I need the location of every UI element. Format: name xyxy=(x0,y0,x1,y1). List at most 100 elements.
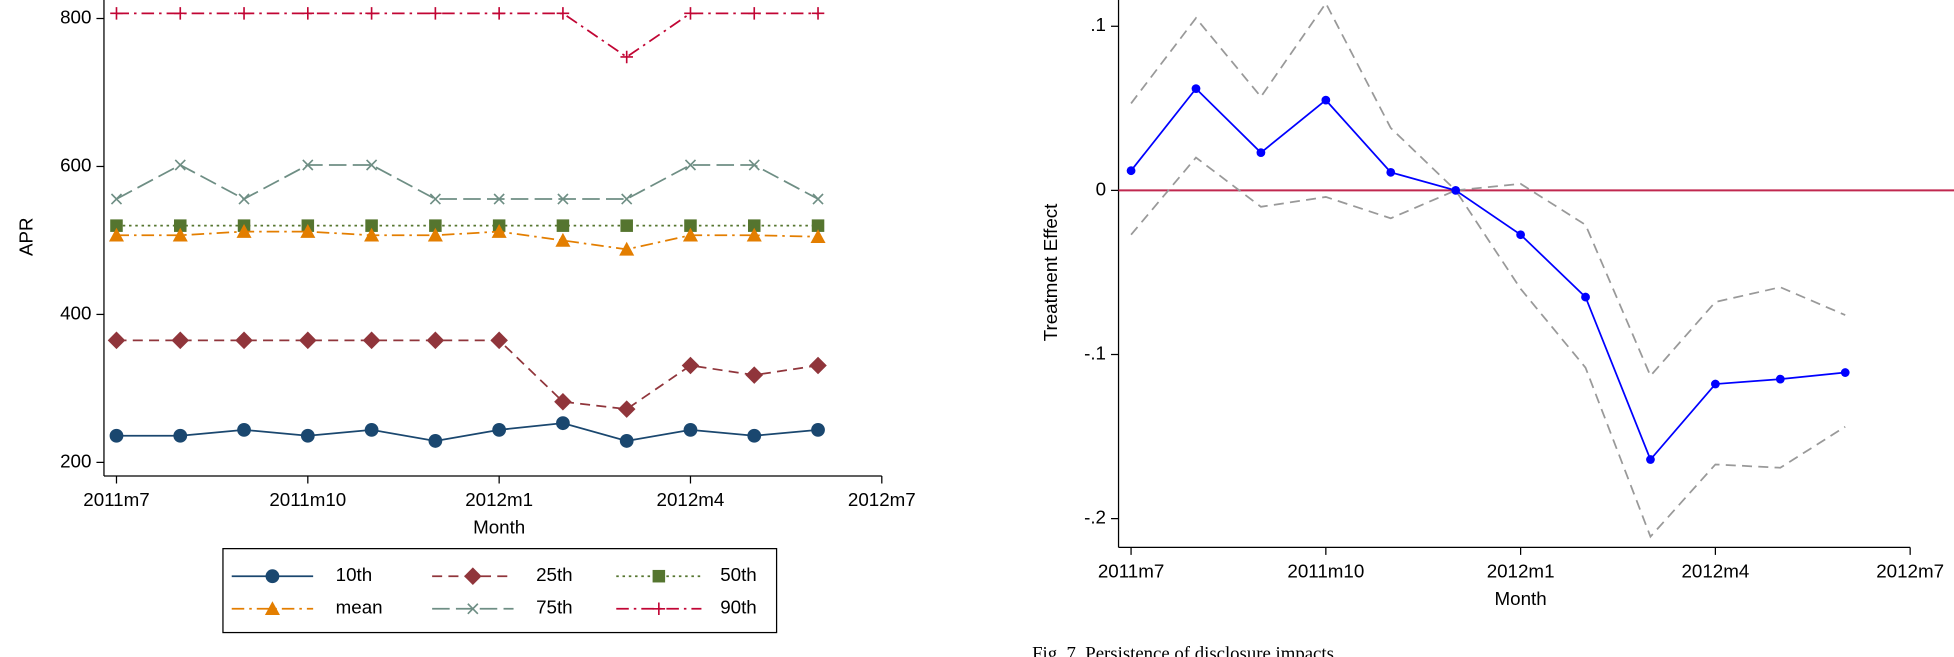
legend-marker xyxy=(264,601,280,616)
series-line xyxy=(1130,156,1846,539)
series-line xyxy=(116,422,819,442)
marker xyxy=(812,193,824,205)
marker xyxy=(365,7,378,20)
marker xyxy=(301,7,315,20)
marker xyxy=(748,159,760,171)
marker xyxy=(237,7,251,20)
y-tick-label: .1 xyxy=(1090,14,1106,35)
y-tick-label: 0 xyxy=(1096,178,1106,199)
legend-marker xyxy=(652,569,666,583)
y-tick-label: -.1 xyxy=(1084,342,1106,363)
marker xyxy=(300,224,316,238)
marker xyxy=(619,241,635,256)
marker xyxy=(1256,148,1266,158)
marker xyxy=(1386,167,1396,177)
marker xyxy=(237,422,251,437)
marker xyxy=(1581,292,1590,302)
marker xyxy=(300,428,315,443)
marker xyxy=(426,331,445,350)
marker xyxy=(174,7,187,20)
marker xyxy=(429,7,442,20)
marker xyxy=(107,331,126,350)
marker xyxy=(619,434,634,448)
marker xyxy=(238,193,250,205)
marker xyxy=(110,219,123,232)
marker xyxy=(745,366,764,384)
y-tick-label: -.2 xyxy=(1084,507,1106,528)
marker xyxy=(1646,455,1655,464)
marker xyxy=(620,219,633,232)
marker xyxy=(683,422,698,437)
marker xyxy=(174,219,187,232)
marker xyxy=(621,193,633,205)
marker xyxy=(554,392,572,411)
marker xyxy=(681,356,700,375)
marker xyxy=(811,422,825,437)
marker xyxy=(493,193,505,205)
marker xyxy=(620,50,633,64)
marker xyxy=(492,7,506,20)
y-tick-label: 200 xyxy=(60,450,91,471)
legend-marker xyxy=(265,569,280,584)
series-line xyxy=(116,12,819,59)
marker xyxy=(810,229,826,244)
marker xyxy=(1451,186,1461,195)
series-line xyxy=(116,163,819,201)
marker xyxy=(811,219,825,232)
marker xyxy=(557,193,569,205)
marker xyxy=(1840,368,1850,377)
marker xyxy=(556,7,570,20)
legend-label: 25th xyxy=(536,564,573,585)
marker xyxy=(1126,166,1136,176)
marker xyxy=(110,193,123,205)
marker xyxy=(684,159,697,171)
series-line xyxy=(116,230,819,251)
x-tick-label: 2012m7 xyxy=(848,489,916,510)
x-tick-label: 2012m7 xyxy=(1876,560,1944,581)
marker xyxy=(1711,379,1720,389)
marker xyxy=(171,331,190,350)
legend-label: 90th xyxy=(720,597,757,618)
series-line xyxy=(1130,87,1846,462)
caption: Fig. 7. Persistence of disclosure impact… xyxy=(1032,643,1338,657)
marker xyxy=(1516,230,1525,240)
legend-box xyxy=(222,548,778,634)
marker xyxy=(236,224,252,238)
marker xyxy=(362,331,381,350)
marker xyxy=(108,227,125,242)
marker xyxy=(1321,95,1331,105)
marker xyxy=(173,428,188,443)
marker xyxy=(364,422,379,437)
marker xyxy=(366,159,378,171)
marker xyxy=(491,224,507,238)
marker xyxy=(684,7,697,20)
legend-marker xyxy=(652,602,666,616)
legend-label: 75th xyxy=(536,597,573,618)
marker xyxy=(428,434,443,448)
marker xyxy=(429,193,441,205)
series-line xyxy=(1130,1,1846,378)
marker xyxy=(747,7,761,20)
marker xyxy=(302,159,314,171)
marker xyxy=(555,232,571,247)
x-axis-label: Month xyxy=(1495,588,1547,609)
x-tick-label: 2012m4 xyxy=(1681,560,1749,581)
x-tick-label: 2012m1 xyxy=(1487,560,1555,581)
legend-label: mean xyxy=(336,597,383,618)
marker xyxy=(747,219,761,232)
y-axis-label: Treatment Effect xyxy=(1040,203,1061,341)
marker xyxy=(429,219,442,232)
marker xyxy=(490,331,508,350)
marker xyxy=(364,227,380,242)
marker xyxy=(172,227,188,242)
x-tick-label: 2011m7 xyxy=(1098,560,1164,581)
marker xyxy=(1775,374,1785,384)
marker xyxy=(684,219,697,232)
marker xyxy=(365,219,378,232)
marker xyxy=(682,227,698,242)
x-tick-label: 2011m10 xyxy=(1287,560,1364,581)
marker xyxy=(109,428,124,443)
marker xyxy=(427,227,443,242)
legend-marker xyxy=(464,567,482,585)
